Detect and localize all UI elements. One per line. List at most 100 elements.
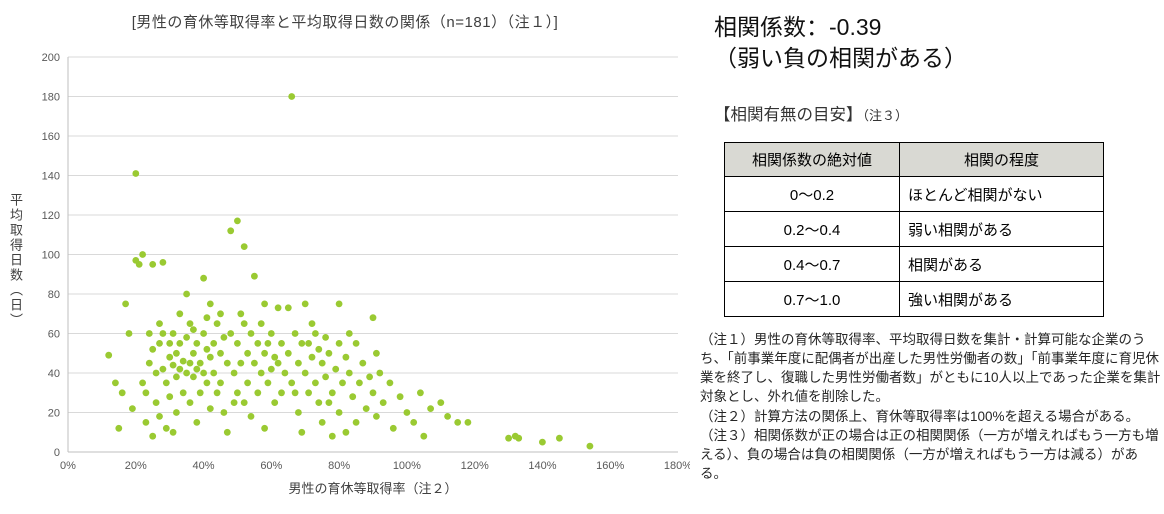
y-tick-label: 100 <box>42 250 60 262</box>
data-point <box>173 349 180 357</box>
data-point <box>149 345 157 353</box>
data-point <box>356 379 363 387</box>
y-tick-label: 40 <box>48 368 60 380</box>
data-point <box>213 320 221 327</box>
data-point <box>200 369 208 377</box>
data-point <box>427 405 434 412</box>
data-point <box>274 359 282 367</box>
data-point <box>203 314 211 322</box>
data-point <box>515 434 523 442</box>
data-point <box>386 379 394 387</box>
data-point <box>152 369 160 377</box>
data-point <box>206 300 214 308</box>
data-point <box>159 330 167 337</box>
data-point <box>288 93 296 100</box>
y-tick-label: 200 <box>42 52 60 64</box>
data-point <box>308 353 316 361</box>
data-point <box>291 330 299 337</box>
data-point <box>183 290 191 298</box>
table-header-cell: 相関係数の絶対値 <box>724 142 900 177</box>
data-point <box>244 349 252 357</box>
data-point <box>464 419 472 426</box>
data-point <box>193 419 201 426</box>
table-header-cell: 相関の程度 <box>899 142 1104 177</box>
y-tick-label: 60 <box>48 329 60 341</box>
data-point <box>210 369 218 377</box>
data-point <box>281 369 289 377</box>
data-point <box>325 349 333 357</box>
data-point <box>278 340 285 347</box>
data-point <box>335 300 343 308</box>
criteria-heading: 【相関有無の目安】（注３） <box>714 101 908 125</box>
data-point <box>305 389 312 397</box>
data-point <box>176 340 184 347</box>
data-point <box>149 432 157 440</box>
data-point <box>210 340 218 347</box>
data-point <box>169 361 177 369</box>
data-point <box>261 424 268 432</box>
y-tick-label: 80 <box>48 289 60 301</box>
data-point <box>318 359 326 367</box>
table-row: 0.2〜0.4 弱い相関がある <box>724 211 1104 247</box>
data-point <box>240 399 248 406</box>
data-point <box>234 217 241 225</box>
x-tick-label: 100% <box>393 460 421 472</box>
data-point <box>403 409 411 416</box>
scatter-chart-panel: [男性の育休等取得率と平均取得日数の関係（n=181）（注１）] 平均取得日数（… <box>8 14 690 496</box>
data-point <box>444 413 451 420</box>
data-point <box>244 379 252 387</box>
data-point <box>183 369 191 377</box>
data-point <box>335 340 343 347</box>
data-point <box>342 353 350 361</box>
note-paragraph: （注３）相関係数が正の場合は正の相関関係（一方が増えればもう一方も増える）、負の… <box>700 427 1159 482</box>
data-point <box>264 340 272 347</box>
data-point <box>240 320 248 327</box>
data-point <box>328 389 336 397</box>
data-point <box>373 349 380 357</box>
data-point <box>261 300 268 308</box>
data-point <box>193 340 201 347</box>
table-header-row: 相関係数の絶対値 相関の程度 <box>724 142 1104 177</box>
data-point <box>295 409 302 416</box>
x-tick-label: 120% <box>461 460 489 472</box>
data-point <box>166 340 174 347</box>
data-point <box>254 340 262 347</box>
data-point <box>156 413 163 420</box>
table-cell: 0.4〜0.7 <box>724 246 900 282</box>
data-point <box>196 359 204 367</box>
data-point <box>118 389 126 397</box>
data-point <box>196 389 204 397</box>
data-point <box>284 349 292 357</box>
data-point <box>352 419 360 426</box>
data-point <box>169 330 177 337</box>
data-point <box>190 373 197 381</box>
data-point <box>352 340 360 347</box>
data-point <box>173 373 180 381</box>
data-point <box>247 330 255 337</box>
chart-title: [男性の育休等取得率と平均取得日数の関係（n=181）（注１）] <box>131 14 559 31</box>
x-axis-title: 男性の育休等取得率（注２） <box>288 481 458 496</box>
data-point <box>362 405 370 412</box>
data-point <box>227 227 235 235</box>
data-point <box>556 434 563 442</box>
data-point <box>234 389 241 397</box>
x-tick-label: 0% <box>60 460 76 472</box>
data-point <box>152 399 160 406</box>
data-point <box>264 379 272 387</box>
data-point <box>539 438 546 446</box>
data-point <box>257 369 265 377</box>
data-point <box>156 340 163 347</box>
data-point <box>315 345 323 353</box>
data-point <box>223 359 231 367</box>
data-point <box>267 365 275 373</box>
table-cell: 相関がある <box>899 246 1104 282</box>
data-point <box>379 399 387 406</box>
data-point <box>169 428 177 436</box>
data-point <box>176 365 184 373</box>
y-axis-title: 平均取得日数（日） <box>8 193 23 328</box>
data-point <box>345 330 353 337</box>
data-point <box>176 310 184 318</box>
data-point <box>318 419 326 426</box>
data-point <box>179 389 187 397</box>
x-tick-label: 140% <box>528 460 556 472</box>
